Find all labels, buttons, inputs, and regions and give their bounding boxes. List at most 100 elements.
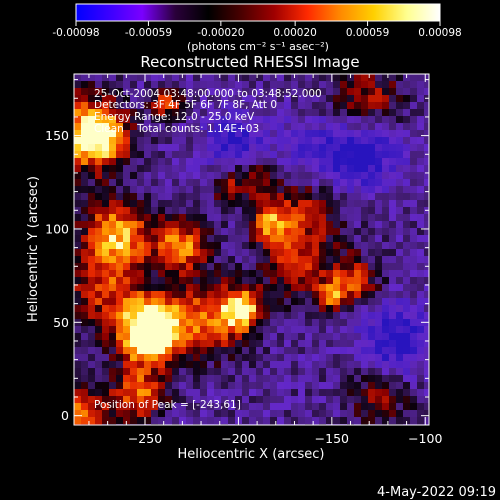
heatmap-cell bbox=[270, 193, 278, 201]
heatmap-cell bbox=[235, 389, 243, 397]
heatmap-cell bbox=[179, 123, 187, 131]
heatmap-cell bbox=[417, 347, 425, 355]
heatmap-cell bbox=[368, 326, 376, 334]
heatmap-cell bbox=[424, 123, 429, 131]
heatmap-cell bbox=[396, 347, 404, 355]
heatmap-cell bbox=[151, 326, 159, 334]
heatmap-cell bbox=[249, 305, 257, 313]
heatmap-cell bbox=[88, 95, 96, 103]
heatmap-cell bbox=[228, 207, 236, 215]
heatmap-cell bbox=[326, 354, 334, 362]
heatmap-cell bbox=[256, 326, 264, 334]
heatmap-cell bbox=[158, 270, 166, 278]
heatmap-cell bbox=[354, 361, 362, 369]
heatmap-cell bbox=[347, 312, 355, 320]
heatmap-cell bbox=[284, 81, 292, 89]
heatmap-cell bbox=[298, 312, 306, 320]
heatmap-cell bbox=[305, 214, 313, 222]
heatmap-cell bbox=[396, 88, 404, 96]
heatmap-cell bbox=[116, 256, 124, 264]
heatmap-cell bbox=[123, 144, 131, 152]
heatmap-cell bbox=[410, 130, 418, 138]
heatmap-cell bbox=[417, 242, 425, 250]
heatmap-cell bbox=[235, 116, 243, 124]
heatmap-cell bbox=[396, 193, 404, 201]
heatmap-cell bbox=[291, 410, 299, 418]
heatmap-cell bbox=[228, 102, 236, 110]
heatmap-cell bbox=[228, 256, 236, 264]
heatmap-cell bbox=[347, 221, 355, 229]
heatmap-cell bbox=[193, 95, 201, 103]
heatmap-cell bbox=[417, 305, 425, 313]
heatmap-cell bbox=[368, 144, 376, 152]
heatmap-cell bbox=[200, 270, 208, 278]
heatmap-cell bbox=[186, 298, 194, 306]
heatmap-cell bbox=[256, 291, 264, 299]
heatmap-cell bbox=[137, 165, 145, 173]
heatmap-cell bbox=[333, 368, 341, 376]
heatmap-cell bbox=[116, 270, 124, 278]
heatmap-cell bbox=[214, 361, 222, 369]
heatmap-cell bbox=[256, 256, 264, 264]
heatmap-cell bbox=[172, 249, 180, 257]
heatmap-cell bbox=[389, 81, 397, 89]
heatmap-cell bbox=[333, 137, 341, 145]
heatmap-cell bbox=[151, 410, 159, 418]
heatmap-cell bbox=[81, 256, 89, 264]
heatmap-cell bbox=[333, 221, 341, 229]
heatmap-cell bbox=[193, 74, 201, 82]
heatmap-cell bbox=[256, 102, 264, 110]
heatmap-cell bbox=[291, 333, 299, 341]
heatmap-cell bbox=[319, 88, 327, 96]
heatmap-cell bbox=[123, 207, 131, 215]
colorbar-tick-label: 0.00098 bbox=[418, 27, 461, 39]
heatmap-cell bbox=[151, 179, 159, 187]
heatmap-cell bbox=[235, 179, 243, 187]
heatmap-cell bbox=[361, 158, 369, 166]
heatmap-cell bbox=[137, 340, 145, 348]
heatmap-cell bbox=[165, 116, 173, 124]
heatmap-cell bbox=[158, 144, 166, 152]
heatmap-cell bbox=[214, 319, 222, 327]
heatmap-cell bbox=[228, 410, 236, 418]
heatmap-cell bbox=[396, 326, 404, 334]
heatmap-cell bbox=[263, 207, 271, 215]
heatmap-cell bbox=[417, 228, 425, 236]
heatmap-cell bbox=[74, 214, 82, 222]
heatmap-cell bbox=[277, 368, 285, 376]
heatmap-cell bbox=[207, 256, 215, 264]
heatmap-cell bbox=[109, 326, 117, 334]
heatmap-cell bbox=[221, 172, 229, 180]
heatmap-cell bbox=[109, 207, 117, 215]
heatmap-cell bbox=[361, 235, 369, 243]
heatmap-cell bbox=[88, 270, 96, 278]
heatmap-cell bbox=[123, 137, 131, 145]
heatmap-cell bbox=[200, 284, 208, 292]
heatmap-cell bbox=[221, 235, 229, 243]
heatmap-cell bbox=[123, 417, 131, 425]
heatmap-cell bbox=[333, 144, 341, 152]
heatmap-cell bbox=[270, 263, 278, 271]
heatmap-cell bbox=[186, 137, 194, 145]
heatmap-cell bbox=[277, 410, 285, 418]
heatmap-cell bbox=[193, 291, 201, 299]
heatmap-cell bbox=[347, 235, 355, 243]
heatmap-cell bbox=[424, 368, 429, 376]
heatmap-cell bbox=[305, 200, 313, 208]
heatmap-cell bbox=[137, 417, 145, 425]
heatmap-cell bbox=[417, 326, 425, 334]
heatmap-cell bbox=[354, 319, 362, 327]
heatmap-cell bbox=[319, 102, 327, 110]
heatmap-cell bbox=[186, 354, 194, 362]
heatmap-cell bbox=[361, 347, 369, 355]
heatmap-cell bbox=[228, 144, 236, 152]
heatmap-cell bbox=[256, 382, 264, 390]
heatmap-cell bbox=[179, 291, 187, 299]
heatmap-cell bbox=[319, 81, 327, 89]
heatmap-cell bbox=[165, 109, 173, 117]
heatmap-cell bbox=[417, 130, 425, 138]
heatmap-cell bbox=[270, 298, 278, 306]
heatmap-cell bbox=[200, 102, 208, 110]
heatmap-cell bbox=[116, 263, 124, 271]
heatmap-cell bbox=[95, 137, 103, 145]
